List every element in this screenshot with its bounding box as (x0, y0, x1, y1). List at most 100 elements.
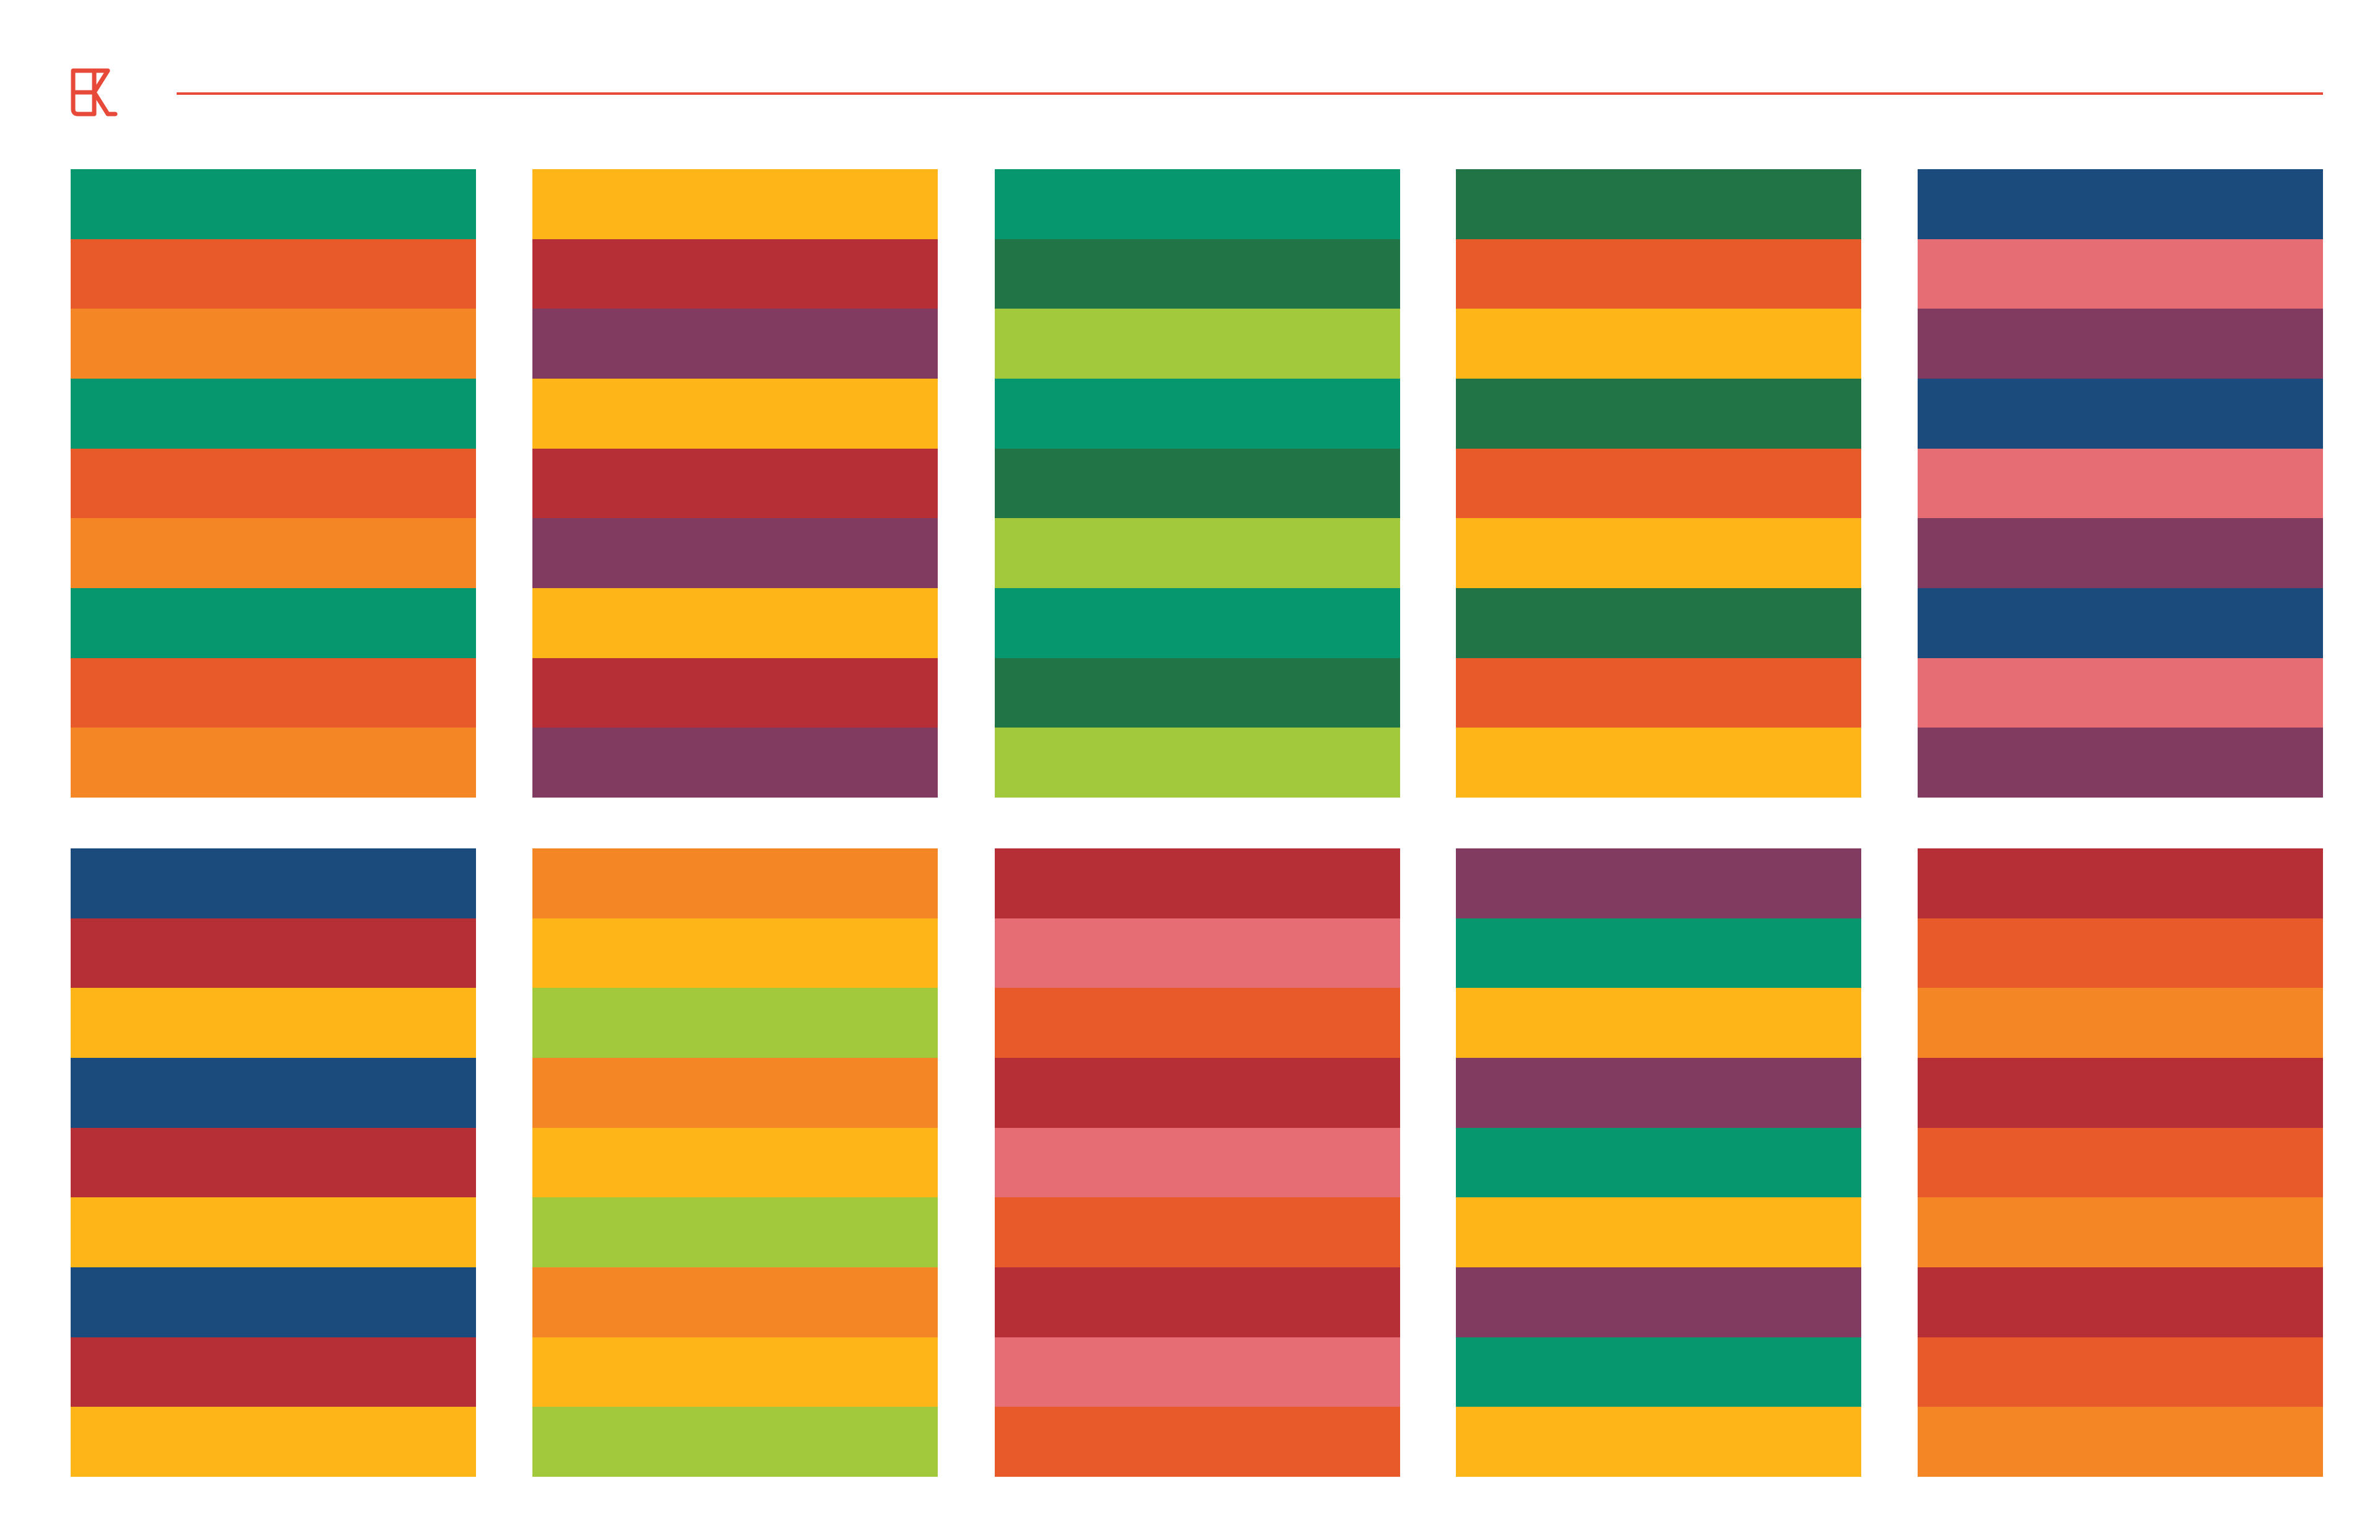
color-stripe (532, 1058, 938, 1128)
color-stripe (1918, 1267, 2323, 1337)
color-stripe (1918, 518, 2323, 589)
color-stripe (1918, 1337, 2323, 1407)
palette-card (995, 169, 1400, 798)
color-stripe (995, 379, 1400, 449)
color-stripe (71, 918, 476, 988)
palette-card (532, 848, 938, 1477)
color-stripe (1456, 1127, 1861, 1198)
color-stripe (1918, 239, 2323, 309)
color-stripe (995, 658, 1400, 728)
color-stripe (71, 1058, 476, 1128)
color-stripe (1456, 379, 1861, 449)
color-stripe (1918, 1197, 2323, 1268)
color-stripe (71, 988, 476, 1058)
color-stripe (995, 1407, 1400, 1477)
color-stripe (995, 1337, 1400, 1407)
color-stripe (532, 988, 938, 1058)
color-stripe (71, 239, 476, 309)
header-divider (177, 92, 2323, 95)
color-stripe (1456, 1058, 1861, 1128)
color-stripe (71, 1337, 476, 1407)
color-stripe (1456, 169, 1861, 239)
color-stripe (71, 728, 476, 798)
color-stripe (1918, 448, 2323, 519)
color-stripe (71, 448, 476, 519)
color-stripe (71, 1127, 476, 1198)
color-stripe (995, 848, 1400, 918)
color-stripe (1918, 658, 2323, 728)
color-stripe (532, 918, 938, 988)
color-stripe (1456, 918, 1861, 988)
color-stripe (995, 518, 1400, 589)
color-stripe (1456, 728, 1861, 798)
color-stripe (995, 309, 1400, 379)
color-stripe (532, 1337, 938, 1407)
color-stripe (1456, 1197, 1861, 1268)
color-stripe (1918, 1407, 2323, 1477)
color-stripe (1918, 988, 2323, 1058)
color-stripe (1918, 588, 2323, 658)
color-stripe (71, 309, 476, 379)
color-stripe (1456, 309, 1861, 379)
color-stripe (532, 379, 938, 449)
color-stripe (995, 239, 1400, 309)
color-stripe (71, 1407, 476, 1477)
palette-card (71, 169, 476, 798)
color-stripe (1456, 1337, 1861, 1407)
color-stripe (532, 448, 938, 519)
color-stripe (532, 1197, 938, 1268)
color-stripe (1456, 988, 1861, 1058)
color-stripe (995, 169, 1400, 239)
color-stripe (1918, 309, 2323, 379)
palette-card (532, 169, 938, 798)
palette-card (71, 848, 476, 1477)
color-stripe (995, 448, 1400, 519)
color-stripe (532, 658, 938, 728)
palette-card (1918, 169, 2323, 798)
color-stripe (995, 588, 1400, 658)
color-stripe (532, 309, 938, 379)
palette-card (995, 848, 1400, 1477)
color-stripe (1918, 1127, 2323, 1198)
color-stripe (1456, 448, 1861, 519)
color-stripe (532, 518, 938, 589)
color-stripe (71, 169, 476, 239)
color-stripe (71, 1197, 476, 1268)
color-stripe (532, 239, 938, 309)
color-stripe (532, 728, 938, 798)
color-stripe (1456, 1407, 1861, 1477)
color-stripe (1456, 658, 1861, 728)
color-stripe (995, 988, 1400, 1058)
brand-logo-icon (71, 68, 118, 117)
color-stripe (1918, 918, 2323, 988)
color-stripe (1456, 1267, 1861, 1337)
color-stripe (1456, 239, 1861, 309)
color-stripe (532, 848, 938, 918)
color-stripe (1918, 169, 2323, 239)
color-stripe (1456, 588, 1861, 658)
color-stripe (532, 1407, 938, 1477)
color-stripe (532, 169, 938, 239)
color-stripe (1918, 848, 2323, 918)
color-stripe (995, 728, 1400, 798)
color-stripe (71, 658, 476, 728)
color-stripe (71, 848, 476, 918)
color-stripe (71, 588, 476, 658)
color-stripe (532, 1127, 938, 1198)
color-stripe (1456, 518, 1861, 589)
color-stripe (71, 379, 476, 449)
color-stripe (1918, 379, 2323, 449)
color-stripe (1918, 728, 2323, 798)
color-stripe (995, 918, 1400, 988)
color-stripe (995, 1197, 1400, 1268)
color-stripe (995, 1058, 1400, 1128)
color-stripe (71, 1267, 476, 1337)
color-stripe (1918, 1058, 2323, 1128)
color-stripe (1456, 848, 1861, 918)
color-stripe (995, 1267, 1400, 1337)
palette-card (1918, 848, 2323, 1477)
color-stripe (532, 588, 938, 658)
color-stripe (532, 1267, 938, 1337)
palette-card (1456, 848, 1861, 1477)
